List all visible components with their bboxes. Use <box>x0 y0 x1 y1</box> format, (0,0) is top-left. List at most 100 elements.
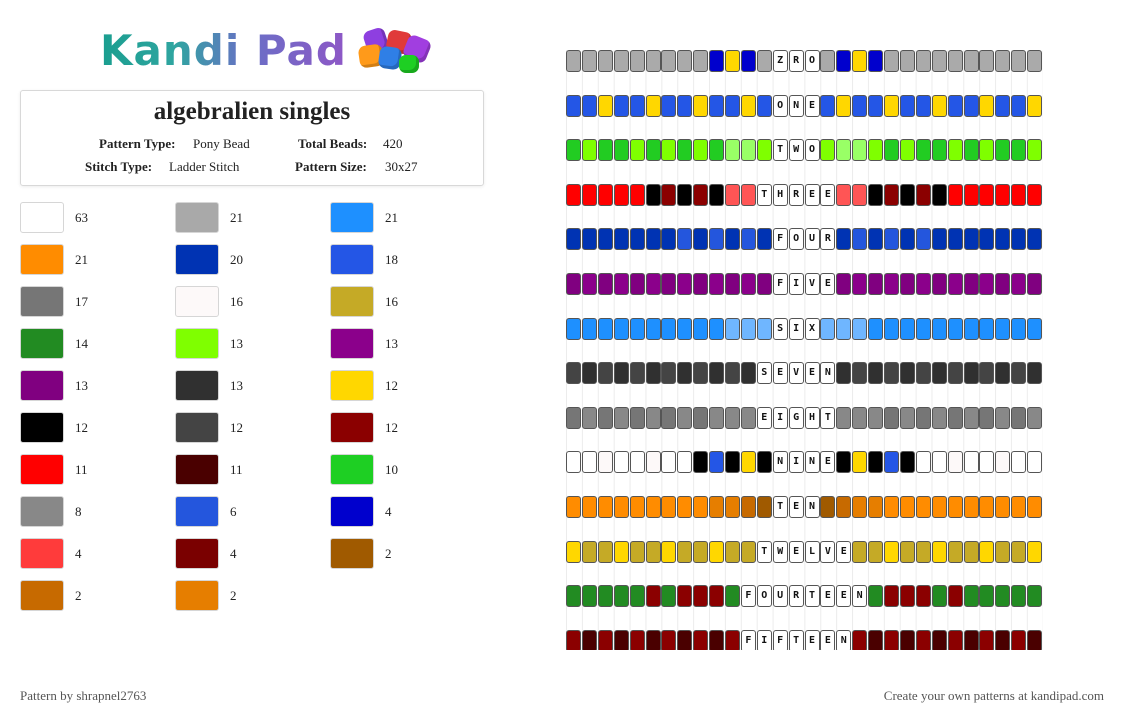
bead <box>931 362 947 385</box>
letter-bead: E <box>820 183 836 206</box>
bead <box>836 50 852 72</box>
bead-count: 11 <box>75 462 88 477</box>
bead <box>613 183 629 206</box>
bead <box>852 317 868 340</box>
letter-bead: E <box>836 585 852 608</box>
bead <box>613 585 629 608</box>
palette-swatch-item: 16 <box>330 286 480 318</box>
bead <box>661 496 677 518</box>
bead <box>613 540 629 563</box>
bead <box>709 540 725 563</box>
letter-bead: N <box>852 585 868 608</box>
color-swatch <box>20 244 64 275</box>
color-swatch <box>330 244 374 275</box>
bead <box>566 228 581 251</box>
bead <box>884 362 899 385</box>
bead <box>677 496 693 518</box>
bead <box>677 94 693 117</box>
bead <box>725 94 740 117</box>
letter-bead: E <box>820 273 836 295</box>
bead <box>613 94 629 117</box>
bead <box>884 50 899 72</box>
bead <box>693 317 709 340</box>
bead <box>725 496 740 518</box>
palette-swatch-item: 11 <box>175 454 325 486</box>
bead <box>947 273 963 295</box>
letter-bead: E <box>820 451 836 474</box>
bead <box>1011 50 1027 72</box>
bead <box>661 139 677 162</box>
palette-swatch-item: 8 <box>20 496 170 528</box>
bead <box>852 629 868 650</box>
bead <box>613 317 629 340</box>
bead <box>868 406 884 429</box>
bead <box>1011 585 1027 608</box>
letter-bead: F <box>740 585 756 608</box>
bead <box>693 183 709 206</box>
bead <box>899 317 915 340</box>
bead <box>725 451 740 474</box>
bead <box>725 540 740 563</box>
letter-bead: O <box>772 94 788 117</box>
bead <box>947 406 963 429</box>
bead <box>979 317 995 340</box>
palette-swatch-item: 2 <box>20 580 170 612</box>
letter-bead: E <box>772 362 788 385</box>
bead-count: 10 <box>385 462 398 477</box>
bead <box>1011 629 1027 650</box>
bead <box>947 228 963 251</box>
bead <box>581 228 597 251</box>
bead <box>868 50 884 72</box>
palette-swatch-item: 12 <box>330 370 480 402</box>
pattern-size-label: Pattern Size: <box>295 159 367 174</box>
bead <box>725 183 740 206</box>
bead <box>740 50 756 72</box>
bead <box>629 629 645 650</box>
bead <box>820 317 836 340</box>
letter-bead: T <box>772 139 788 162</box>
bead-count: 2 <box>75 588 82 603</box>
bead <box>995 183 1011 206</box>
bead <box>899 228 915 251</box>
bead <box>740 183 756 206</box>
bead <box>899 362 915 385</box>
pattern-credit: Pattern by shrapnel2763 <box>20 688 147 703</box>
bead <box>597 139 613 162</box>
bead <box>597 629 613 650</box>
bead <box>915 183 931 206</box>
bead <box>756 496 772 518</box>
bead <box>566 362 581 385</box>
bead <box>597 540 613 563</box>
create-patterns-link[interactable]: Create your own patterns at kandipad.com <box>883 688 1104 703</box>
bead <box>947 496 963 518</box>
bead <box>566 139 581 162</box>
bead <box>693 406 709 429</box>
letter-bead: T <box>820 406 836 429</box>
bead <box>645 94 661 117</box>
palette-swatch-item: 12 <box>330 412 480 444</box>
bead <box>868 585 884 608</box>
bead <box>709 139 725 162</box>
palette-swatch-item: 14 <box>20 328 170 360</box>
bead <box>1027 317 1043 340</box>
total-beads-label: Total Beads: <box>298 136 368 151</box>
bead <box>836 451 852 474</box>
bead <box>915 585 931 608</box>
bead <box>963 496 979 518</box>
bead <box>613 273 629 295</box>
bead-count: 2 <box>385 546 392 561</box>
color-swatch <box>330 286 374 317</box>
letter-bead: I <box>772 406 788 429</box>
palette-swatch-item: 4 <box>330 496 480 528</box>
bead <box>868 317 884 340</box>
letter-bead: O <box>804 50 820 72</box>
bead <box>645 50 661 72</box>
bead <box>1027 451 1043 474</box>
bead <box>979 540 995 563</box>
palette-swatch-item: 4 <box>175 538 325 570</box>
bead <box>884 183 899 206</box>
